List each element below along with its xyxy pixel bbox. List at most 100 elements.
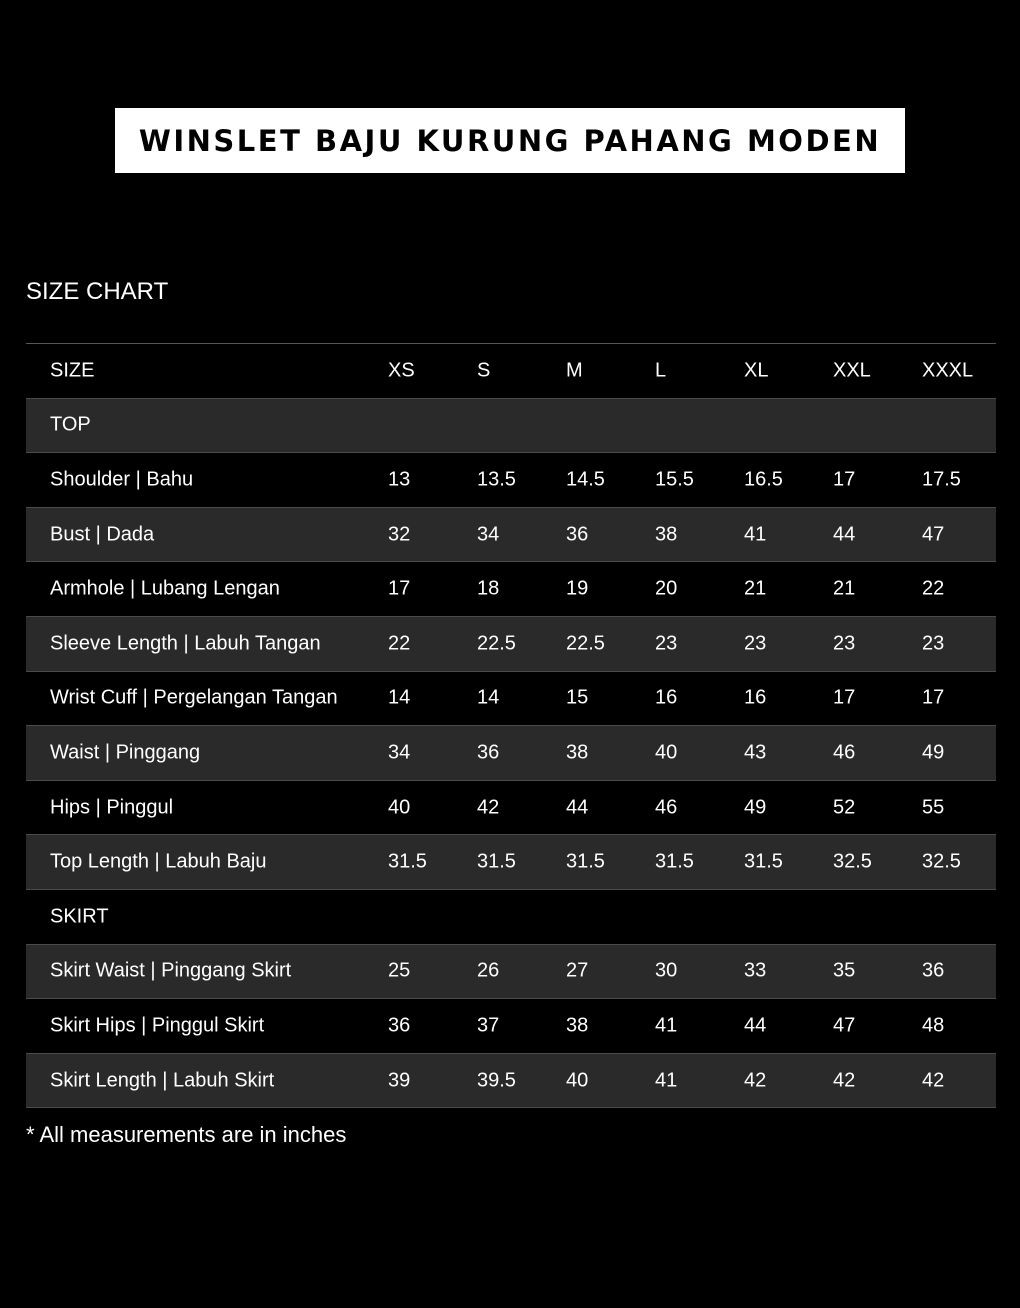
measurement-value: 17.5: [922, 468, 961, 491]
measurement-value: 31.5: [477, 850, 516, 873]
measurement-value: 46: [655, 796, 678, 819]
measurement-value: 40: [388, 796, 411, 819]
measurement-value: 49: [922, 741, 945, 764]
measurement-value: 38: [566, 1014, 589, 1037]
section-row: SKIRT: [26, 890, 996, 945]
header-size: S: [477, 359, 491, 382]
measurement-value: 14.5: [566, 468, 605, 491]
measurement-value: 13.5: [477, 468, 516, 491]
measurement-value: 36: [477, 741, 500, 764]
measurement-note: * All measurements are in inches: [26, 1122, 347, 1147]
measurement-value: 22: [922, 577, 945, 600]
header-row: SIZE XS S M L XL XXL XXXL: [26, 344, 996, 399]
measurement-value: 42: [922, 1069, 945, 1092]
measurement-value: 34: [477, 523, 500, 546]
section-label: TOP: [50, 413, 91, 436]
measurement-value: 44: [833, 523, 856, 546]
measurement-label: Waist | Pinggang: [50, 741, 201, 764]
measurement-value: 23: [655, 632, 678, 655]
measurement-value: 49: [744, 796, 767, 819]
measurement-value: 26: [477, 959, 500, 982]
measurement-value: 22.5: [477, 632, 516, 655]
measurement-value: 32: [388, 523, 411, 546]
measurement-value: 47: [922, 523, 945, 546]
measurement-value: 41: [744, 523, 767, 546]
measurement-value: 42: [744, 1069, 767, 1092]
measurement-value: 31.5: [744, 850, 783, 873]
measurement-value: 55: [922, 796, 945, 819]
measurement-label: Wrist Cuff | Pergelangan Tangan: [50, 686, 338, 709]
table-row: Shoulder | Bahu 13 13.5 14.5 15.5 16.5 17 17.5: [26, 453, 996, 508]
header-size: L: [655, 359, 667, 382]
size-chart-table: SIZE XS S M L XL XXL XXXL TOP Shoulder | …: [26, 343, 996, 1109]
measurement-value: 22.5: [566, 632, 605, 655]
measurement-value: 17: [833, 686, 856, 709]
page-title: WINSLET BAJU KURUNG PAHANG MODEN: [138, 123, 882, 158]
table-row: Skirt Length | Labuh Skirt 39 39.5 40 41 42 42…: [26, 1053, 996, 1109]
measurement-value: 36: [922, 959, 945, 982]
measurement-value: 15: [566, 686, 589, 709]
section-label: SKIRT: [50, 905, 109, 928]
measurement-value: 38: [655, 523, 678, 546]
measurement-value: 31.5: [655, 850, 694, 873]
measurement-value: 39: [388, 1069, 411, 1092]
measurement-value: 43: [744, 741, 767, 764]
measurement-value: 21: [744, 577, 767, 600]
measurement-value: 25: [388, 959, 411, 982]
table-row: Armhole | Lubang Lengan 17 18 19 20 21 21 22: [26, 562, 996, 617]
table-row: Waist | Pinggang 34 36 38 40 43 46 49: [26, 726, 996, 781]
measurement-value: 42: [477, 796, 500, 819]
measurement-value: 40: [566, 1069, 589, 1092]
header-size: XL: [744, 359, 769, 382]
measurement-label: Skirt Length | Labuh Skirt: [50, 1069, 275, 1092]
measurement-value: 30: [655, 959, 678, 982]
measurement-value: 46: [833, 741, 856, 764]
measurement-value: 16: [744, 686, 767, 709]
measurement-label: Skirt Hips | Pinggul Skirt: [50, 1014, 265, 1037]
measurement-label: Armhole | Lubang Lengan: [50, 577, 280, 600]
header-size: XXL: [833, 359, 871, 382]
measurement-value: 41: [655, 1014, 678, 1037]
section-row: TOP: [26, 398, 996, 454]
measurement-value: 22: [388, 632, 411, 655]
measurement-value: 21: [833, 577, 856, 600]
table-row: Hips | Pinggul 40 42 44 46 49 52 55: [26, 781, 996, 836]
measurement-value: 48: [922, 1014, 945, 1037]
header-size: XXXL: [922, 359, 974, 382]
measurement-value: 16.5: [744, 468, 783, 491]
measurement-value: 52: [833, 796, 856, 819]
measurement-value: 35: [833, 959, 856, 982]
measurement-value: 47: [833, 1014, 856, 1037]
measurement-value: 14: [388, 686, 411, 709]
measurement-value: 17: [922, 686, 945, 709]
measurement-value: 39.5: [477, 1069, 516, 1092]
table-row: Wrist Cuff | Pergelangan Tangan 14 14 15 16 1…: [26, 672, 996, 727]
measurement-value: 34: [388, 741, 411, 764]
table-row: Skirt Waist | Pinggang Skirt 25 26 27 30 33 35…: [26, 944, 996, 1000]
measurement-value: 20: [655, 577, 678, 600]
measurement-value: 15.5: [655, 468, 694, 491]
header-size: XS: [388, 359, 415, 382]
header-label: SIZE: [50, 359, 95, 382]
measurement-label: Skirt Waist | Pinggang Skirt: [50, 959, 292, 982]
measurement-value: 36: [566, 523, 589, 546]
measurement-value: 18: [477, 577, 500, 600]
measurement-value: 38: [566, 741, 589, 764]
measurement-label: Top Length | Labuh Baju: [50, 850, 267, 873]
measurement-label: Bust | Dada: [50, 523, 155, 546]
measurement-value: 31.5: [566, 850, 605, 873]
title-banner: WINSLET BAJU KURUNG PAHANG MODEN: [115, 108, 905, 173]
measurement-label: Sleeve Length | Labuh Tangan: [50, 632, 321, 655]
section-title: SIZE CHART: [26, 278, 169, 305]
measurement-value: 40: [655, 741, 678, 764]
measurement-value: 17: [833, 468, 856, 491]
header-size: M: [566, 359, 583, 382]
measurement-value: 33: [744, 959, 767, 982]
measurement-value: 14: [477, 686, 500, 709]
measurement-value: 36: [388, 1014, 411, 1037]
measurement-value: 42: [833, 1069, 856, 1092]
measurement-value: 41: [655, 1069, 678, 1092]
measurement-value: 19: [566, 577, 589, 600]
measurement-value: 37: [477, 1014, 500, 1037]
measurement-value: 17: [388, 577, 411, 600]
